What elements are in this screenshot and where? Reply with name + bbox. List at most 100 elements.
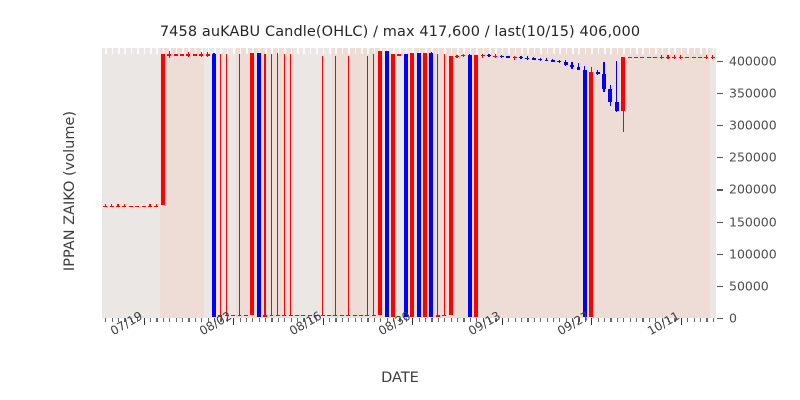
x-axis-tick-minor xyxy=(642,318,644,322)
candle-body xyxy=(359,314,363,317)
candle-wick xyxy=(712,55,714,59)
grid-line-vertical xyxy=(520,48,523,318)
grid-line-vertical xyxy=(143,48,146,318)
candle-body xyxy=(192,54,197,56)
x-axis-tick-minor xyxy=(636,318,638,322)
x-axis-tick-minor xyxy=(495,318,497,322)
candle-body xyxy=(128,205,133,207)
candle-body xyxy=(525,57,530,60)
grid-line-vertical xyxy=(648,48,651,318)
y-axis-tick xyxy=(717,93,723,95)
grid-line-vertical xyxy=(233,48,235,318)
candle-body xyxy=(493,55,498,58)
candle-body xyxy=(391,54,395,317)
x-axis-tick-major xyxy=(680,318,682,325)
x-axis-tick-minor xyxy=(456,318,459,322)
x-axis-tick-major xyxy=(591,318,593,325)
grid-line-vertical xyxy=(527,48,529,318)
grid-line-vertical xyxy=(130,48,133,318)
y-axis-title: IPPAN ZAIKO (volume) xyxy=(62,110,78,272)
x-axis-tick-minor xyxy=(648,318,651,322)
grid-line-vertical xyxy=(533,48,536,318)
grid-line-vertical xyxy=(201,48,203,318)
candle-body xyxy=(614,102,619,111)
x-axis-tick-minor xyxy=(706,318,708,322)
grid-line-vertical xyxy=(399,48,401,318)
x-axis-tick-minor xyxy=(361,318,363,322)
grid-line-vertical xyxy=(316,48,318,318)
candle-body xyxy=(243,314,248,317)
x-axis-tick-minor xyxy=(124,318,126,322)
candle-body xyxy=(506,56,511,58)
x-axis-tick-minor xyxy=(693,318,695,322)
grid-line-vertical xyxy=(124,48,126,318)
grid-line-vertical xyxy=(265,48,267,318)
candle-body xyxy=(474,55,479,317)
x-axis-tick-minor xyxy=(405,318,407,322)
grid-line-vertical xyxy=(303,48,306,318)
grid-line-vertical xyxy=(309,48,312,318)
x-axis-tick-major xyxy=(143,318,145,325)
x-axis-tick-minor xyxy=(284,318,286,322)
x-axis-tick-minor xyxy=(610,318,612,322)
candle-body xyxy=(256,53,261,317)
grid-line-vertical xyxy=(111,48,114,318)
x-axis-tick-minor xyxy=(188,318,190,322)
candle-wick xyxy=(277,53,279,315)
candle-body xyxy=(518,57,523,59)
x-axis-tick-minor xyxy=(207,318,209,322)
candle-body xyxy=(557,60,562,63)
x-axis-tick-minor xyxy=(463,318,465,322)
chart-title: 7458 auKABU Candle(OHLC) / max 417,600 /… xyxy=(159,24,641,40)
y-axis-tick xyxy=(717,318,723,320)
background-band xyxy=(332,48,384,318)
x-axis-tick-minor xyxy=(629,318,631,322)
y-axis-tick xyxy=(717,60,723,63)
candle-wick xyxy=(110,203,113,208)
candle-wick xyxy=(705,55,707,59)
y-axis-tick-label: 250000 xyxy=(729,149,777,165)
x-axis-tick-minor xyxy=(418,318,420,322)
candle-body xyxy=(640,57,645,59)
candle-body xyxy=(608,89,613,102)
candle-body xyxy=(352,314,357,317)
candle-body xyxy=(659,57,664,59)
x-axis-tick-minor xyxy=(424,318,427,322)
x-axis-tick-minor xyxy=(265,318,267,322)
x-axis-tick-minor xyxy=(450,318,452,322)
candle-body xyxy=(653,57,658,59)
grid-line-vertical xyxy=(239,48,242,318)
x-axis-tick-minor xyxy=(239,318,241,322)
grid-line-vertical xyxy=(482,48,485,318)
grid-line-vertical xyxy=(354,48,357,318)
candle-wick xyxy=(334,55,337,315)
y-axis-tick-label: 150000 xyxy=(729,214,777,230)
grid-line-vertical xyxy=(642,48,645,318)
candle-body xyxy=(186,54,191,56)
candle-body xyxy=(307,314,312,317)
grid-line-vertical xyxy=(578,48,581,318)
x-axis-tick-minor xyxy=(117,318,120,322)
candle-wick xyxy=(283,54,285,315)
candle-wick xyxy=(104,203,106,208)
candle-body xyxy=(563,62,568,65)
candle-body xyxy=(454,55,459,58)
candle-body xyxy=(698,57,702,59)
candle-wick xyxy=(200,51,202,57)
candle-wick xyxy=(680,55,682,59)
candle-body xyxy=(544,59,549,61)
x-axis-tick-minor xyxy=(252,318,254,322)
background-band xyxy=(415,48,710,318)
candle-body xyxy=(621,57,626,111)
y-axis-tick xyxy=(717,253,723,255)
background-band xyxy=(293,48,333,318)
x-axis-tick-major xyxy=(412,318,414,325)
grid-line-vertical xyxy=(687,48,689,318)
y-axis-tick xyxy=(717,125,723,127)
candle-body xyxy=(314,314,319,317)
candle-body xyxy=(691,57,696,59)
x-axis-tick-minor xyxy=(271,318,273,322)
y-axis-tick-label: 0 xyxy=(729,310,737,326)
x-axis-tick-minor xyxy=(604,318,606,322)
x-axis-tick-minor xyxy=(309,318,312,322)
